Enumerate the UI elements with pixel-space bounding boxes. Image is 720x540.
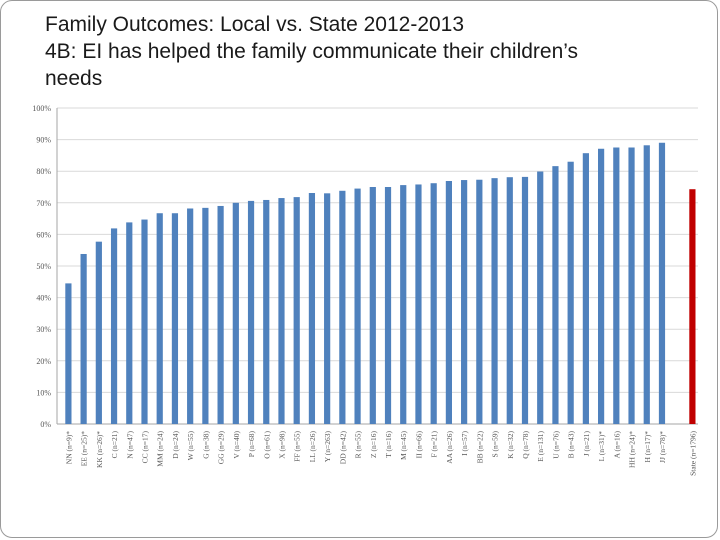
bar [308,193,316,424]
bar [582,153,589,424]
y-tick-label: 70% [36,199,51,208]
bar [324,193,331,424]
x-tick-label: Q (n=78) [521,431,530,459]
bar [552,166,559,424]
y-tick-label: 100% [32,104,51,113]
bar [263,199,270,424]
x-tick-label: Y (n=263) [323,431,332,463]
bar [65,283,72,424]
y-tick-label: 90% [36,136,51,145]
y-tick-label: 20% [36,357,51,366]
y-tick-label: 0% [40,420,51,429]
x-tick-label: H (n=17)* [643,431,652,463]
x-tick-label: V (n=40) [232,431,241,459]
x-tick-label: W (n=55) [186,431,195,461]
y-tick-label: 10% [36,388,51,397]
x-tick-label: State (n=1796) [688,431,697,476]
x-tick-label: B (n=43) [567,431,576,459]
bar [293,197,300,424]
bar [80,253,87,424]
x-tick-label: HH (n=24)* [628,431,637,468]
x-tick-label: A (n=16) [612,431,621,459]
x-tick-label: N (n=47) [125,431,134,459]
x-tick-label: MM (n=24) [156,430,165,466]
y-tick-label: 40% [36,294,51,303]
x-tick-label: O (n=61) [262,431,271,459]
bar [354,188,361,424]
y-tick-label: 30% [36,325,51,334]
bar [202,207,209,424]
x-tick-label: S (n=59) [491,431,500,458]
x-tick-label: BB (n=22) [475,431,484,464]
bar [278,198,285,424]
bar [476,179,483,424]
bar [430,183,437,424]
x-tick-label: U (n=76) [551,431,560,459]
x-tick-label: KK (n=26)* [95,431,104,468]
x-tick-label: NN (n=9)* [64,431,73,464]
x-tick-label: Z (n=16) [369,431,378,458]
bar [643,145,650,425]
x-tick-label: M (n=45) [399,431,408,461]
bar [369,187,376,424]
x-tick-label: K (n=32) [506,431,515,459]
x-tick-label: GG (n=29) [217,431,226,465]
bar [141,219,148,424]
y-tick-label: 60% [36,230,51,239]
x-tick-label: FF (n=55) [293,431,302,462]
bar [598,148,605,424]
bar [658,142,666,424]
y-tick-label: 80% [36,167,51,176]
bar [187,208,194,424]
y-tick-label: 50% [36,262,51,271]
bar [537,171,544,424]
bar-state [689,189,696,424]
slide-title: Family Outcomes: Local vs. State 2012-20… [45,11,705,92]
x-tick-label: P (n=68) [247,431,256,458]
x-tick-label: E (n=131) [536,431,545,462]
x-tick-label: J (n=21) [582,431,591,457]
x-tick-label: JJ (n=78)* [658,431,667,463]
bar [156,213,163,424]
bar [217,205,224,424]
bar [110,228,118,424]
title-line-3: needs [45,67,103,90]
bar [126,222,133,424]
title-line-1: Family Outcomes: Local vs. State 2012-20… [45,13,465,36]
x-tick-label: II (n=66) [414,431,423,459]
title-line-2: 4B: EI has helped the family communicate… [45,40,579,63]
x-tick-label: I (n=57) [460,431,469,456]
x-tick-label: CC (n=17) [141,431,150,464]
x-tick-label: F (n=21) [430,431,439,458]
bar [232,202,239,424]
bar [567,161,574,424]
bar [521,176,529,424]
bar [400,185,407,424]
x-tick-label: LL (n=26) [308,430,317,462]
x-tick-label: DD (n=42) [338,431,347,465]
bar [461,180,468,424]
bar [613,147,620,424]
bar [445,181,452,424]
x-tick-label: G (n=38) [201,431,210,459]
bar [415,184,422,424]
x-tick-label: EE (n=25)* [80,431,89,467]
bar [628,147,635,424]
bar [95,241,102,424]
x-tick-label: D (n=24) [171,431,180,459]
x-tick-label: AA (n=26) [445,431,454,464]
x-tick-label: L (n=31)* [597,431,606,462]
x-tick-label: T (n=16) [384,430,393,457]
bar [491,178,498,424]
bar [247,200,255,424]
x-tick-label: X (n=98) [277,431,286,459]
x-tick-label: R (n=55) [354,431,363,459]
bar [339,190,346,424]
x-tick-label: C (n=21) [110,431,119,459]
bar [506,177,513,424]
bar [171,213,179,424]
bar [384,187,392,424]
